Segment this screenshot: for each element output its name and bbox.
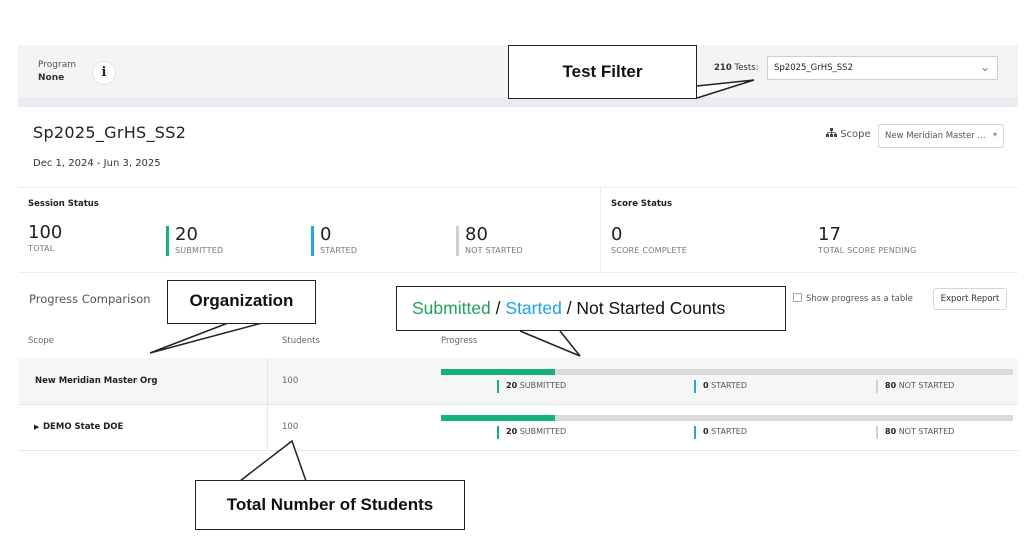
- scope-label: Scope: [826, 128, 871, 140]
- export-report-button[interactable]: Export Report: [933, 288, 1007, 310]
- not-started-count: 80 NOT STARTED: [885, 427, 954, 436]
- score-status-title: Score Status: [611, 199, 673, 209]
- column-header-students[interactable]: Students: [282, 336, 320, 346]
- divider: [18, 404, 1018, 405]
- row-scope-name[interactable]: New Meridian Master Org: [35, 376, 158, 386]
- checkbox[interactable]: [793, 293, 802, 302]
- stat-label: SCORE COMPLETE: [611, 246, 687, 255]
- program-value: None: [38, 73, 65, 83]
- count-label: NOT STARTED: [898, 381, 955, 390]
- row-scope-name[interactable]: DEMO State DOE: [43, 422, 124, 432]
- not-started-count: 80 NOT STARTED: [885, 381, 954, 390]
- show-table-label: Show progress as a table: [806, 294, 913, 304]
- stat-value: 20: [175, 224, 198, 245]
- test-date-range: Dec 1, 2024 - Jun 3, 2025: [33, 158, 161, 169]
- callout-test-filter: Test Filter: [508, 45, 697, 99]
- test-filter-value: Sp2025_GrHS_SS2: [774, 63, 853, 73]
- submitted-marker: [497, 380, 499, 393]
- callout-organization: Organization: [167, 280, 316, 324]
- stat-value: 80: [465, 224, 488, 245]
- scope-label-text: Scope: [840, 129, 871, 140]
- stat-value: 17: [818, 224, 841, 245]
- stat-value: 0: [611, 224, 623, 245]
- count-label: NOT STARTED: [898, 427, 955, 436]
- progress-bar: [441, 415, 1013, 421]
- callout-counts: Submitted / Started / Not Started Counts: [396, 286, 786, 331]
- callout-rest: / Not Started Counts: [561, 298, 726, 318]
- divider: [18, 450, 1018, 451]
- column-header-progress[interactable]: Progress: [441, 336, 478, 346]
- started-marker: [694, 426, 696, 439]
- divider: [18, 272, 1018, 273]
- started-indicator: [311, 226, 314, 256]
- submitted-indicator: [166, 226, 169, 256]
- progress-comparison-title: Progress Comparison: [29, 292, 151, 306]
- chevron-down-icon: ▾: [992, 130, 997, 139]
- progress-bar: [441, 369, 1013, 375]
- session-status-title: Session Status: [28, 199, 99, 209]
- count-label: STARTED: [711, 381, 748, 390]
- info-icon[interactable]: i: [92, 61, 116, 85]
- stat-score-complete: 0 SCORE COMPLETE: [611, 224, 687, 256]
- started-marker: [694, 380, 696, 393]
- not-started-indicator: [456, 226, 459, 256]
- column-header-scope[interactable]: Scope: [28, 336, 54, 346]
- tests-count-suffix: Tests:: [734, 63, 759, 73]
- tests-count-number: 210: [714, 63, 732, 73]
- progress-bar-fill: [441, 369, 556, 375]
- started-count: 0 STARTED: [703, 427, 747, 436]
- divider: [600, 188, 601, 272]
- stat-label: SUBMITTED: [175, 246, 224, 255]
- show-table-toggle[interactable]: Show progress as a table: [793, 293, 913, 304]
- callout-submitted: Submitted: [412, 298, 491, 318]
- stat-label: STARTED: [320, 246, 358, 255]
- submitted-marker: [497, 426, 499, 439]
- table-row[interactable]: [18, 404, 1018, 450]
- stat-not-started: 80 NOT STARTED: [465, 224, 523, 256]
- count-label: STARTED: [711, 427, 748, 436]
- row-students-count: 100: [282, 376, 299, 386]
- stat-label: NOT STARTED: [465, 246, 523, 255]
- stat-label: TOTAL SCORE PENDING: [818, 246, 917, 255]
- stat-submitted: 20 SUBMITTED: [175, 224, 224, 256]
- divider: [18, 97, 1018, 107]
- submitted-count: 20 SUBMITTED: [506, 427, 566, 436]
- progress-bar-fill: [441, 415, 556, 421]
- callout-started: Started: [505, 298, 562, 318]
- count-value: 0: [703, 381, 709, 390]
- expand-caret-icon[interactable]: ▶: [34, 423, 40, 431]
- callout-total-students: Total Number of Students: [195, 480, 465, 530]
- not-started-marker: [876, 426, 878, 439]
- divider: [18, 187, 1018, 188]
- program-label: Program: [38, 60, 76, 70]
- stat-value: 0: [320, 224, 332, 245]
- count-value: 80: [885, 381, 897, 390]
- stat-score-pending: 17 TOTAL SCORE PENDING: [818, 224, 917, 256]
- count-value: 0: [703, 427, 709, 436]
- stat-value: 100: [28, 222, 63, 243]
- count-label: SUBMITTED: [519, 427, 567, 436]
- callout-sep: /: [490, 298, 506, 318]
- hierarchy-icon: [826, 128, 837, 137]
- chevron-down-icon: ⌄: [979, 60, 990, 74]
- started-count: 0 STARTED: [703, 381, 747, 390]
- not-started-marker: [876, 380, 878, 393]
- submitted-count: 20 SUBMITTED: [506, 381, 566, 390]
- table-row[interactable]: [18, 358, 1018, 404]
- stat-started: 0 STARTED: [320, 224, 358, 256]
- stat-total: 100 TOTAL: [28, 222, 63, 254]
- count-value: 20: [506, 427, 518, 436]
- scope-select-value: New Meridian Master ...: [885, 131, 986, 141]
- tests-count: 210 Tests:: [714, 63, 758, 73]
- count-value: 80: [885, 427, 897, 436]
- count-label: SUBMITTED: [519, 381, 567, 390]
- count-value: 20: [506, 381, 518, 390]
- page-title: Sp2025_GrHS_SS2: [33, 123, 187, 142]
- row-students-count: 100: [282, 422, 299, 432]
- test-filter-select[interactable]: Sp2025_GrHS_SS2 ⌄: [767, 56, 998, 80]
- scope-select[interactable]: New Meridian Master ... ▾: [878, 124, 1004, 148]
- stat-label: TOTAL: [28, 244, 55, 253]
